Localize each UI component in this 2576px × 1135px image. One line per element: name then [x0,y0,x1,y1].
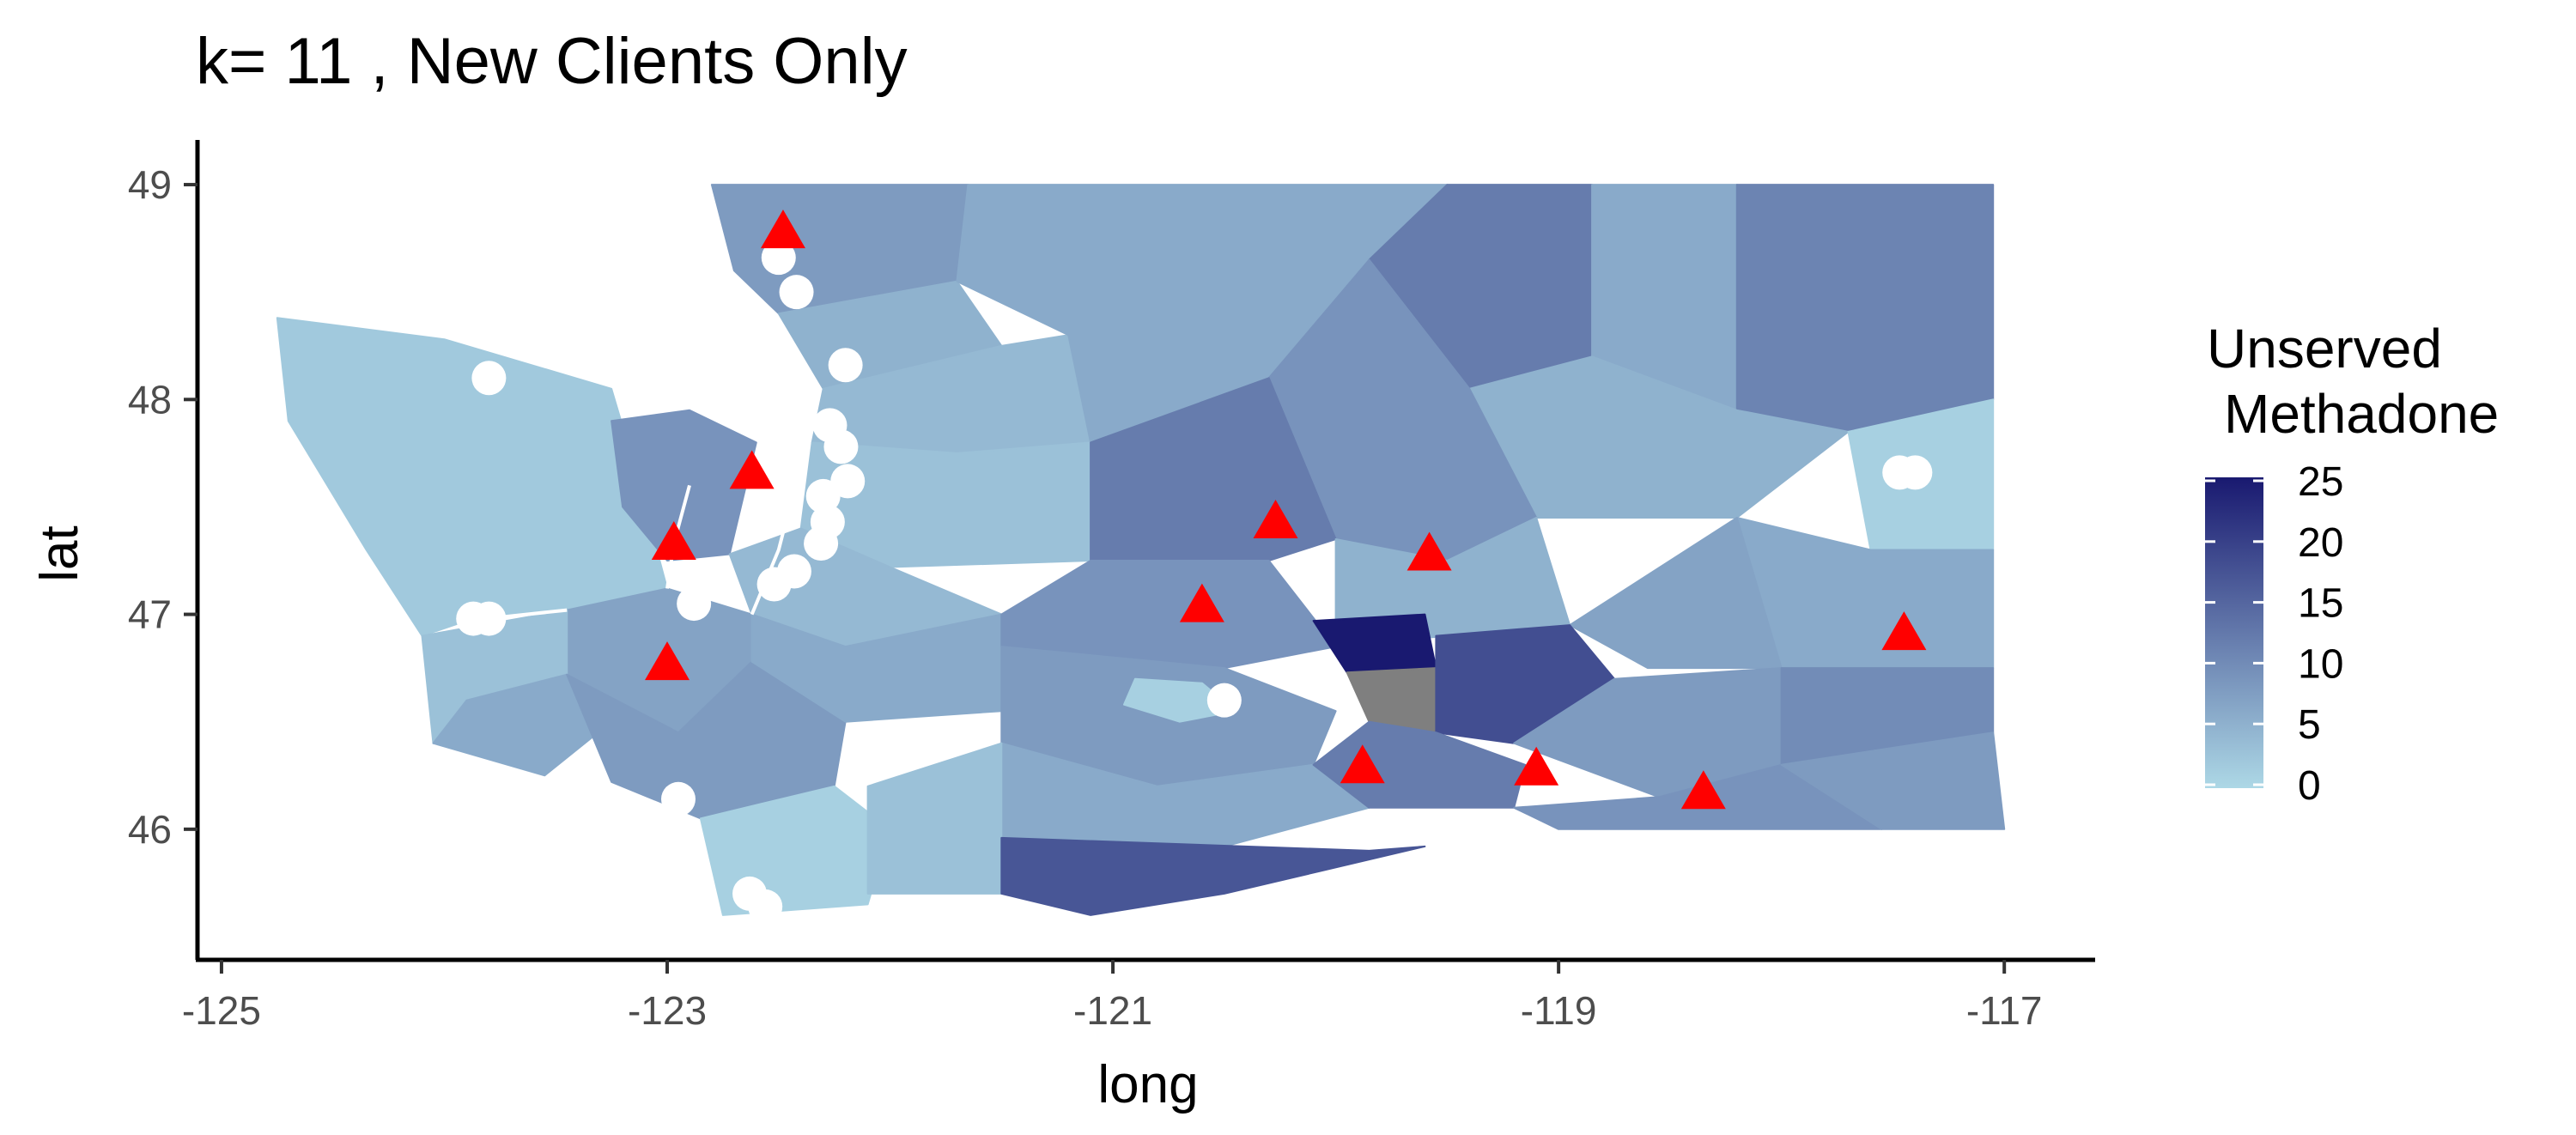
map-region [1780,731,2006,830]
legend: Unserved Methadone 0 5 10 15 20 25 [2205,318,2499,809]
legend-tick-label: 20 [2298,520,2343,566]
map-region [1000,836,1426,916]
legend-tick-label: 25 [2298,459,2343,505]
legend-colorbar [2205,477,2263,788]
client-point [456,601,491,636]
facility-marker [729,450,775,489]
facility-marker [651,520,696,560]
map-region [566,660,847,820]
client-point [761,240,796,276]
y-tick-label: 47 [128,592,172,637]
map-region [1312,613,1437,674]
axes [195,140,2095,962]
x-axis-title: long [1097,1055,1198,1114]
legend-tick-label: 15 [2298,581,2343,627]
facility-marker [1253,499,1298,538]
facility-marker [760,209,805,249]
legend-title-line1: Unserved [2207,318,2442,379]
x-tick-label: -125 [182,988,261,1033]
client-point [805,478,841,513]
facility-markers-layer [645,209,1927,810]
client-point [779,275,814,310]
x-tick-label: -123 [628,988,707,1033]
facility-marker [645,641,690,681]
y-tick-label: 49 [128,162,172,207]
legend-tick-label: 5 [2298,702,2321,748]
facility-marker [1406,531,1452,571]
x-tick-label: -119 [1521,988,1597,1033]
client-point [748,889,783,924]
client-point [471,361,507,396]
y-axis-title: lat [30,525,89,581]
facility-marker [1514,746,1559,786]
legend-title-line2: Methadone [2224,383,2499,445]
legend-tick-label: 0 [2298,763,2321,809]
map-region [1346,667,1437,734]
map-region [1735,184,1995,433]
client-point [660,781,696,816]
client-points-layer [456,240,1933,924]
client-point [828,348,863,383]
legend-tick-label: 10 [2298,641,2343,687]
client-point [823,429,859,464]
client-point [804,525,839,561]
client-point [677,586,712,622]
map-region [866,742,1003,895]
client-point [830,464,866,499]
legend-ticks: 0 5 10 15 20 25 [2205,459,2343,809]
choropleth-layer [276,184,2006,916]
facility-marker [1179,583,1224,622]
client-point [1206,683,1242,718]
client-point [1882,455,1917,490]
y-ticks: 46 47 48 49 [128,162,197,852]
x-tick-label: -117 [1966,988,2043,1033]
map-region [276,317,668,637]
x-ticks: -125 -123 -121 -119 -117 [182,960,2043,1033]
client-point [756,567,792,602]
y-tick-label: 48 [128,377,172,422]
chart-title: k= 11 , New Clients Only [196,25,908,98]
map-region [1123,677,1236,723]
y-tick-label: 46 [128,807,172,852]
facility-marker [1680,770,1726,810]
facility-marker [1340,744,1385,784]
facility-marker [1881,611,1927,651]
x-tick-label: -121 [1073,988,1152,1033]
